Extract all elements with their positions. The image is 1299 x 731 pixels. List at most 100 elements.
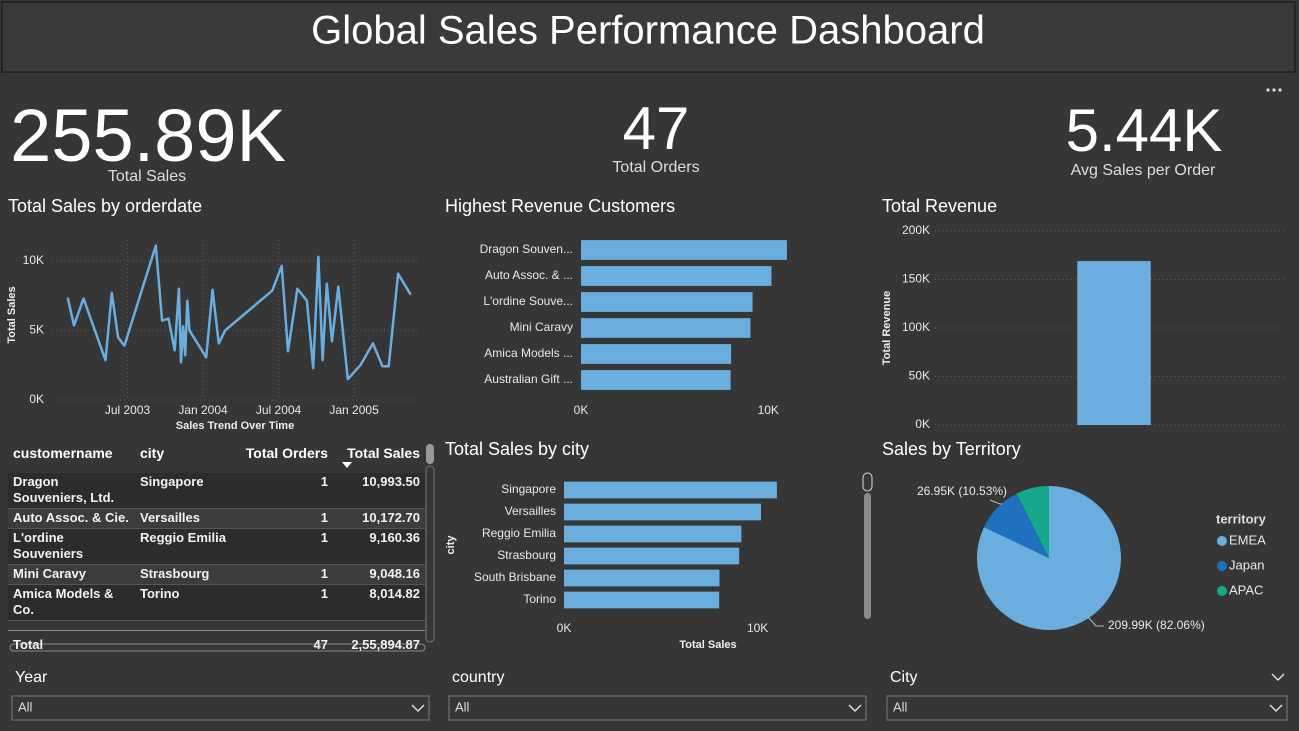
y-tick-label: 100K [902, 320, 930, 334]
table-row: Auto Assoc. & Cie. Versailles 1 10,172.70 [8, 508, 425, 529]
table: customername city Total Orders Total Sales D… [8, 443, 425, 655]
total-row: Total 47 2,55,894.87 [8, 630, 425, 655]
x-tick-label: 0K [557, 621, 572, 635]
scroll-track [425, 465, 435, 643]
table-cell: Auto Assoc. & Cie. [13, 510, 129, 525]
bar [581, 266, 772, 286]
x-tick-label: Jul 2003 [105, 403, 151, 417]
scrollbar[interactable] [862, 472, 873, 492]
legend-marker [1217, 536, 1227, 546]
legend-title: territory [1216, 511, 1267, 526]
scrollbar[interactable] [426, 444, 434, 464]
y-tick-label: 10K [23, 253, 44, 267]
dropdown[interactable] [448, 695, 867, 721]
x-tick-label: Jul 2004 [256, 403, 302, 417]
y-axis-label: Total Sales [6, 286, 18, 343]
x-tick-label: Jan 2004 [178, 403, 228, 417]
table-head: customername city Total Orders Total Sales [8, 443, 425, 473]
table-cell: 1 [320, 566, 328, 581]
table-row: Dragon Souveniers, Ltd. Singapore 1 10,993.… [8, 473, 425, 509]
y-axis-label: Total Revenue [881, 291, 893, 365]
bar [564, 591, 720, 609]
table-cell: 10,172.70 [362, 510, 420, 525]
dropdown-icon [1269, 704, 1283, 713]
y-tick-label: L'ordine Souve... [483, 294, 573, 308]
y-tick-label: 150K [902, 272, 930, 286]
slicer-label: City [890, 669, 918, 686]
y-tick-label: Versailles [505, 504, 556, 518]
table-row: Mini Caravy Strasbourg 1 9,048.16 [8, 564, 425, 585]
more-icon[interactable] [1266, 88, 1282, 92]
table-row: L'ordine Souveniers Reggio Emilia 1 9,160.3… [8, 528, 425, 565]
table-cell: 9,160.36 [369, 530, 420, 545]
y-tick-label: 5K [29, 323, 44, 337]
table-cell: Amica Models & Co. [13, 586, 114, 617]
kpi-value: 255.89K [10, 94, 286, 177]
table-cell: Mini Caravy [13, 566, 86, 581]
data-table: customername city Total Orders Total Sales D… [8, 443, 425, 655]
y-tick-label: 200K [902, 223, 930, 237]
legend-label: EMEA [1229, 532, 1266, 547]
x-axis-label: Total Sales [679, 639, 736, 651]
chart-title: Sales by Territory [882, 439, 1021, 459]
kpi-label: Total Sales [108, 168, 186, 185]
table-cell: Dragon Souveniers, Ltd. [13, 474, 115, 505]
page-title: Global Sales Performance Dashboard [311, 9, 985, 53]
total-cell: 2,55,894.87 [333, 630, 425, 655]
table-cell: 1 [320, 530, 328, 545]
table-cell: 1 [320, 474, 328, 489]
x-tick-label: 10K [758, 403, 779, 417]
total-cell: 47 [235, 630, 333, 655]
legend-marker [1217, 561, 1227, 571]
table-cell: 8,014.82 [369, 586, 420, 601]
bar [581, 240, 787, 260]
chart-title: Total Revenue [882, 196, 997, 216]
dropdown-value: All [455, 699, 470, 714]
column-header: customername [13, 445, 113, 461]
chart-title: Total Sales by city [445, 439, 589, 459]
kpi-value: 47 [623, 95, 690, 162]
table-cell: Reggio Emilia [140, 530, 226, 545]
leader-line [989, 499, 1002, 505]
x-tick-label: 0K [574, 403, 589, 417]
legend-marker [1217, 586, 1227, 596]
table-foot: Total 47 2,55,894.87 [8, 630, 425, 655]
dropdown[interactable] [11, 695, 430, 721]
y-tick-label: 0K [915, 417, 930, 431]
bar [564, 547, 740, 565]
column-header: city [140, 445, 165, 461]
table-cell: Versailles [140, 510, 200, 525]
y-tick-label: Australian Gift ... [484, 372, 573, 386]
dropdown[interactable] [886, 695, 1288, 721]
spacer-body [8, 620, 425, 631]
sort-icon[interactable] [342, 462, 352, 468]
bar [564, 569, 720, 587]
line [66, 244, 412, 381]
bar [581, 370, 731, 390]
spacer [8, 620, 425, 631]
pie-slice [1016, 486, 1049, 558]
bar [564, 503, 761, 521]
chart-title: Total Sales by orderdate [8, 196, 202, 216]
header-row: customername city Total Orders Total Sales [8, 443, 425, 473]
table-cell: Singapore [140, 474, 204, 489]
y-tick-label: Strasbourg [497, 548, 556, 562]
y-tick-label: South Brisbane [474, 570, 556, 584]
collapse-icon[interactable] [1271, 673, 1285, 682]
legend-label: Japan [1229, 557, 1264, 572]
legend-label: APAC [1229, 582, 1263, 597]
table-cell: Strasbourg [140, 566, 210, 581]
total-cell: Total [8, 630, 135, 655]
data-label: 209.99K (82.06%) [1108, 618, 1205, 632]
table-cell: Torino [140, 586, 180, 601]
y-tick-label: Amica Models ... [484, 346, 573, 360]
column-header: Total Orders [245, 445, 328, 461]
column-header: Total Sales [347, 445, 420, 461]
slicer-label: Year [15, 669, 48, 686]
dropdown-icon [411, 704, 425, 713]
title-box [1, 1, 1296, 73]
pie-slice [983, 493, 1049, 558]
dropdown-value: All [18, 699, 33, 714]
table-cell: 1 [320, 510, 328, 525]
